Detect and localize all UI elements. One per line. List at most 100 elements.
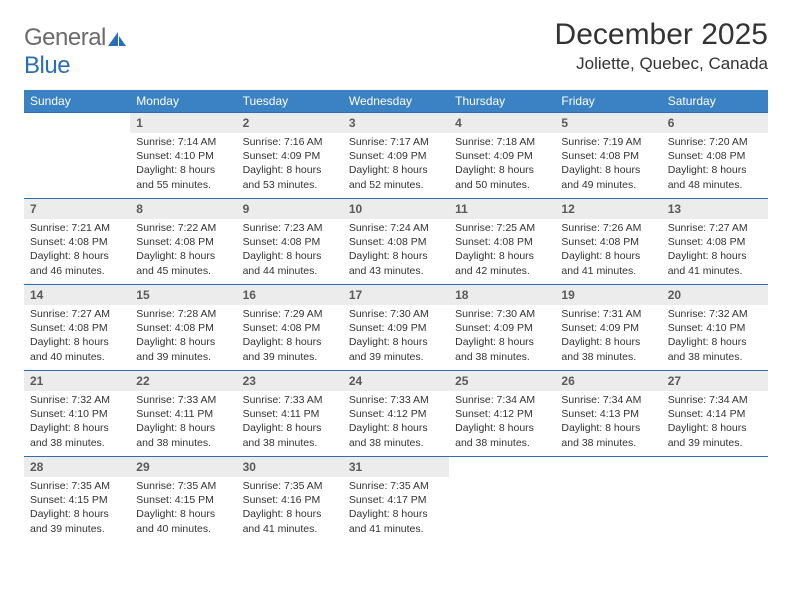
day-data: Sunrise: 7:35 AMSunset: 4:17 PMDaylight:…	[343, 477, 449, 542]
day-number: 18	[449, 285, 555, 305]
day-number: 6	[662, 113, 768, 133]
day-data: Sunrise: 7:34 AMSunset: 4:14 PMDaylight:…	[662, 391, 768, 456]
calendar-week-row: 14Sunrise: 7:27 AMSunset: 4:08 PMDayligh…	[24, 285, 768, 371]
day-number: 17	[343, 285, 449, 305]
day-number: 23	[237, 371, 343, 391]
day-number: 9	[237, 199, 343, 219]
calendar-day-cell: 30Sunrise: 7:35 AMSunset: 4:16 PMDayligh…	[237, 457, 343, 543]
calendar-day-cell: 8Sunrise: 7:22 AMSunset: 4:08 PMDaylight…	[130, 199, 236, 285]
calendar-day-cell: 5Sunrise: 7:19 AMSunset: 4:08 PMDaylight…	[555, 113, 661, 199]
day-data: Sunrise: 7:17 AMSunset: 4:09 PMDaylight:…	[343, 133, 449, 198]
calendar-table: SundayMondayTuesdayWednesdayThursdayFrid…	[24, 90, 768, 543]
day-number: 22	[130, 371, 236, 391]
day-number: 5	[555, 113, 661, 133]
weekday-header: Monday	[130, 90, 236, 113]
calendar-day-cell: ..	[662, 457, 768, 543]
day-number: 7	[24, 199, 130, 219]
day-number: 21	[24, 371, 130, 391]
calendar-day-cell: 9Sunrise: 7:23 AMSunset: 4:08 PMDaylight…	[237, 199, 343, 285]
weekday-header: Thursday	[449, 90, 555, 113]
day-number: 29	[130, 457, 236, 477]
day-data: Sunrise: 7:27 AMSunset: 4:08 PMDaylight:…	[24, 305, 130, 370]
day-number: 1	[130, 113, 236, 133]
day-data: Sunrise: 7:22 AMSunset: 4:08 PMDaylight:…	[130, 219, 236, 284]
day-number: 19	[555, 285, 661, 305]
page-header: GeneralBlue December 2025 Joliette, Queb…	[24, 18, 768, 80]
day-number: 3	[343, 113, 449, 133]
day-data: Sunrise: 7:28 AMSunset: 4:08 PMDaylight:…	[130, 305, 236, 370]
weekday-header: Tuesday	[237, 90, 343, 113]
day-data: Sunrise: 7:18 AMSunset: 4:09 PMDaylight:…	[449, 133, 555, 198]
day-number: 13	[662, 199, 768, 219]
calendar-body: ..1Sunrise: 7:14 AMSunset: 4:10 PMDaylig…	[24, 113, 768, 543]
day-data: Sunrise: 7:23 AMSunset: 4:08 PMDaylight:…	[237, 219, 343, 284]
calendar-day-cell: 17Sunrise: 7:30 AMSunset: 4:09 PMDayligh…	[343, 285, 449, 371]
day-number: 27	[662, 371, 768, 391]
calendar-header-row: SundayMondayTuesdayWednesdayThursdayFrid…	[24, 90, 768, 113]
day-number: 30	[237, 457, 343, 477]
calendar-day-cell: 26Sunrise: 7:34 AMSunset: 4:13 PMDayligh…	[555, 371, 661, 457]
calendar-day-cell: 10Sunrise: 7:24 AMSunset: 4:08 PMDayligh…	[343, 199, 449, 285]
calendar-day-cell: 2Sunrise: 7:16 AMSunset: 4:09 PMDaylight…	[237, 113, 343, 199]
calendar-day-cell: ..	[555, 457, 661, 543]
day-number: 2	[237, 113, 343, 133]
location-label: Joliette, Quebec, Canada	[555, 54, 768, 74]
day-data: Sunrise: 7:19 AMSunset: 4:08 PMDaylight:…	[555, 133, 661, 198]
calendar-day-cell: 22Sunrise: 7:33 AMSunset: 4:11 PMDayligh…	[130, 371, 236, 457]
day-number: 31	[343, 457, 449, 477]
day-data: Sunrise: 7:26 AMSunset: 4:08 PMDaylight:…	[555, 219, 661, 284]
calendar-week-row: 7Sunrise: 7:21 AMSunset: 4:08 PMDaylight…	[24, 199, 768, 285]
day-number: 10	[343, 199, 449, 219]
calendar-week-row: 28Sunrise: 7:35 AMSunset: 4:15 PMDayligh…	[24, 457, 768, 543]
calendar-day-cell: ..	[449, 457, 555, 543]
day-data: Sunrise: 7:27 AMSunset: 4:08 PMDaylight:…	[662, 219, 768, 284]
brand-logo: GeneralBlue	[24, 18, 128, 80]
calendar-day-cell: ..	[24, 113, 130, 199]
day-data: Sunrise: 7:20 AMSunset: 4:08 PMDaylight:…	[662, 133, 768, 198]
day-number: 14	[24, 285, 130, 305]
calendar-day-cell: 25Sunrise: 7:34 AMSunset: 4:12 PMDayligh…	[449, 371, 555, 457]
day-number: 24	[343, 371, 449, 391]
day-data: Sunrise: 7:14 AMSunset: 4:10 PMDaylight:…	[130, 133, 236, 198]
day-number: 20	[662, 285, 768, 305]
calendar-day-cell: 23Sunrise: 7:33 AMSunset: 4:11 PMDayligh…	[237, 371, 343, 457]
calendar-day-cell: 16Sunrise: 7:29 AMSunset: 4:08 PMDayligh…	[237, 285, 343, 371]
day-number: 4	[449, 113, 555, 133]
calendar-day-cell: 14Sunrise: 7:27 AMSunset: 4:08 PMDayligh…	[24, 285, 130, 371]
day-number: 8	[130, 199, 236, 219]
weekday-header: Sunday	[24, 90, 130, 113]
calendar-day-cell: 29Sunrise: 7:35 AMSunset: 4:15 PMDayligh…	[130, 457, 236, 543]
day-data: Sunrise: 7:33 AMSunset: 4:11 PMDaylight:…	[130, 391, 236, 456]
calendar-day-cell: 19Sunrise: 7:31 AMSunset: 4:09 PMDayligh…	[555, 285, 661, 371]
day-data: Sunrise: 7:29 AMSunset: 4:08 PMDaylight:…	[237, 305, 343, 370]
day-data: Sunrise: 7:30 AMSunset: 4:09 PMDaylight:…	[449, 305, 555, 370]
calendar-day-cell: 1Sunrise: 7:14 AMSunset: 4:10 PMDaylight…	[130, 113, 236, 199]
weekday-header: Saturday	[662, 90, 768, 113]
calendar-day-cell: 21Sunrise: 7:32 AMSunset: 4:10 PMDayligh…	[24, 371, 130, 457]
calendar-day-cell: 31Sunrise: 7:35 AMSunset: 4:17 PMDayligh…	[343, 457, 449, 543]
calendar-day-cell: 7Sunrise: 7:21 AMSunset: 4:08 PMDaylight…	[24, 199, 130, 285]
calendar-day-cell: 6Sunrise: 7:20 AMSunset: 4:08 PMDaylight…	[662, 113, 768, 199]
day-number: 11	[449, 199, 555, 219]
title-block: December 2025 Joliette, Quebec, Canada	[555, 18, 768, 74]
calendar-day-cell: 12Sunrise: 7:26 AMSunset: 4:08 PMDayligh…	[555, 199, 661, 285]
day-data: Sunrise: 7:24 AMSunset: 4:08 PMDaylight:…	[343, 219, 449, 284]
day-number: 28	[24, 457, 130, 477]
day-data: Sunrise: 7:35 AMSunset: 4:15 PMDaylight:…	[130, 477, 236, 542]
calendar-day-cell: 15Sunrise: 7:28 AMSunset: 4:08 PMDayligh…	[130, 285, 236, 371]
day-data: Sunrise: 7:35 AMSunset: 4:15 PMDaylight:…	[24, 477, 130, 542]
weekday-header: Wednesday	[343, 90, 449, 113]
calendar-day-cell: 3Sunrise: 7:17 AMSunset: 4:09 PMDaylight…	[343, 113, 449, 199]
day-number: 15	[130, 285, 236, 305]
day-number: 25	[449, 371, 555, 391]
day-data: Sunrise: 7:35 AMSunset: 4:16 PMDaylight:…	[237, 477, 343, 542]
brand-name-gray: General	[24, 24, 106, 51]
calendar-day-cell: 4Sunrise: 7:18 AMSunset: 4:09 PMDaylight…	[449, 113, 555, 199]
brand-name-blue: Blue	[24, 52, 70, 79]
day-number: 26	[555, 371, 661, 391]
calendar-week-row: 21Sunrise: 7:32 AMSunset: 4:10 PMDayligh…	[24, 371, 768, 457]
day-data: Sunrise: 7:30 AMSunset: 4:09 PMDaylight:…	[343, 305, 449, 370]
day-data: Sunrise: 7:34 AMSunset: 4:12 PMDaylight:…	[449, 391, 555, 456]
brand-name: GeneralBlue	[24, 24, 128, 80]
day-data: Sunrise: 7:25 AMSunset: 4:08 PMDaylight:…	[449, 219, 555, 284]
